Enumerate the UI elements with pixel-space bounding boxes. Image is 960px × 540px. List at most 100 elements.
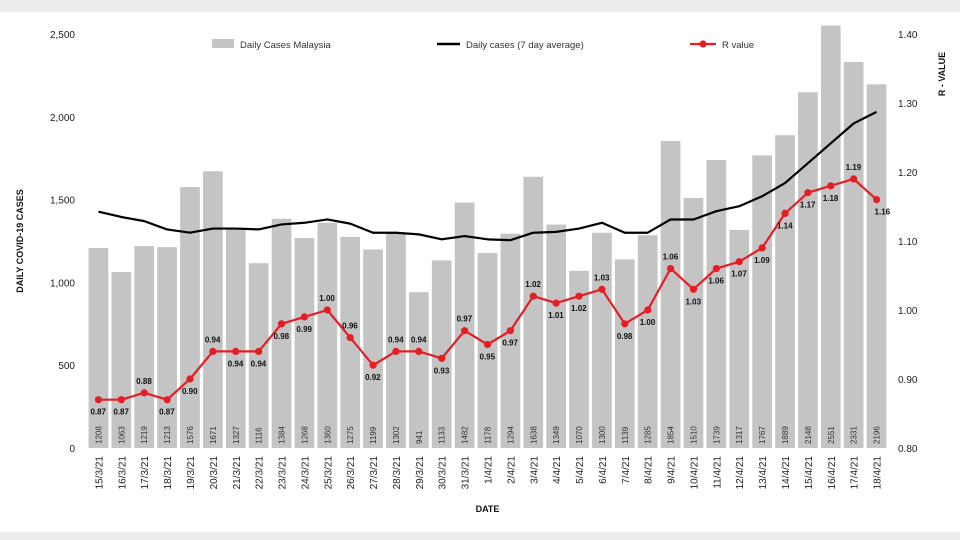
- y2-axis-title: R - VALUE: [937, 52, 947, 96]
- r-point-9: [300, 313, 309, 321]
- bar-label-5: 1671: [209, 426, 218, 444]
- bar-34: [866, 84, 887, 448]
- bar-25: [660, 140, 681, 448]
- bar-23: [614, 259, 635, 448]
- bar-33: [843, 61, 864, 449]
- bar-label-20: 1349: [552, 426, 561, 444]
- bar-label-4: 1576: [186, 426, 195, 444]
- bar-label-12: 1199: [369, 426, 378, 444]
- r-point-17: [483, 340, 492, 349]
- bar-label-33: 2331: [850, 426, 859, 444]
- r-point-18: [506, 327, 514, 335]
- r-point-27: [712, 265, 720, 273]
- y-tick-1: 500: [58, 361, 75, 372]
- bar-18: [500, 233, 521, 448]
- r-point-8: [277, 320, 286, 328]
- x-tick-6: 21/3/21: [232, 456, 243, 490]
- r-point-26: [689, 285, 698, 293]
- bar-label-21: 1070: [575, 426, 584, 444]
- r-label-2: 0.88: [136, 377, 152, 386]
- r-point-23: [621, 320, 629, 328]
- bar-24: [637, 235, 658, 448]
- legend-swatch-daily-cases: [212, 39, 234, 48]
- r-point-2: [140, 389, 148, 397]
- x-tick-15: 30/3/21: [438, 456, 449, 490]
- bar-8: [271, 218, 292, 448]
- bar-label-31: 2148: [804, 426, 813, 444]
- r-point-10: [323, 306, 331, 314]
- r-label-26: 1.03: [685, 297, 701, 306]
- x-axis-title: DATE: [476, 504, 500, 514]
- bar-label-32: 2551: [827, 426, 836, 444]
- bar-label-7: 1116: [255, 427, 264, 444]
- r-point-31: [804, 189, 812, 197]
- x-tick-2: 17/3/21: [140, 456, 151, 490]
- y2-tick-6: 1.40: [898, 30, 918, 41]
- x-tick-22: 6/4/21: [598, 456, 609, 484]
- legend-marker-r-value: [699, 40, 707, 48]
- r-label-9: 0.99: [296, 325, 312, 334]
- r-point-28: [735, 258, 743, 266]
- r-point-22: [598, 285, 606, 293]
- x-tick-8: 23/3/21: [278, 456, 289, 490]
- cases-and-r-value-chart: 1208 1063 1219 1213 1576 1671 1327 1116 1384 1268…: [15, 25, 947, 514]
- r-point-0: [94, 396, 103, 404]
- r-point-5: [209, 347, 217, 355]
- bar-29: [752, 155, 772, 448]
- y-axis-title: DAILY COVID-19 CASES: [15, 189, 25, 293]
- x-tick-18: 2/4/21: [506, 456, 517, 484]
- bar-label-8: 1384: [278, 426, 287, 444]
- bar-label-18: 1294: [506, 426, 515, 444]
- r-label-14: 0.94: [411, 335, 427, 344]
- y-tick-4: 2,000: [50, 113, 75, 124]
- r-point-1: [117, 396, 125, 404]
- bar-label-24: 1285: [644, 426, 653, 444]
- r-point-29: [758, 244, 766, 252]
- bar-6: [225, 228, 246, 448]
- bar-3: [157, 247, 177, 448]
- y2-tick-0: 0.80: [898, 444, 918, 455]
- x-tick-5: 20/3/21: [209, 456, 220, 490]
- r-point-4: [186, 375, 194, 383]
- bar-10: [317, 222, 338, 448]
- r-point-34: [872, 196, 881, 204]
- y2-tick-4: 1.20: [898, 168, 918, 179]
- r-point-25: [666, 265, 675, 273]
- x-tick-11: 26/3/21: [346, 456, 357, 490]
- x-tick-29: 13/4/21: [758, 456, 769, 490]
- y-tick-2: 1,000: [50, 278, 75, 289]
- y2-tick-2: 1.00: [898, 306, 918, 317]
- x-tick-17: 1/4/21: [484, 456, 495, 484]
- x-tick-27: 11/4/21: [712, 456, 723, 489]
- x-tick-34: 18/4/21: [873, 456, 884, 490]
- x-tick-19: 3/4/21: [529, 456, 540, 484]
- r-label-34: 1.16: [875, 208, 891, 217]
- r-label-13: 0.94: [388, 335, 404, 344]
- bar-label-9: 1268: [300, 426, 309, 444]
- bar-14: [409, 292, 429, 448]
- r-point-11: [346, 334, 354, 342]
- bar-label-19: 1638: [529, 426, 538, 444]
- x-tick-23: 7/4/21: [621, 456, 632, 484]
- x-tick-31: 15/4/21: [804, 456, 815, 490]
- x-tick-3: 18/3/21: [163, 456, 174, 490]
- bar-label-11: 1275: [346, 426, 355, 444]
- bar-4: [180, 187, 200, 448]
- bar-12: [363, 249, 383, 448]
- bar-11: [340, 236, 361, 448]
- x-tick-12: 27/3/21: [369, 456, 380, 490]
- r-point-7: [255, 347, 263, 355]
- x-tick-0: 15/3/21: [94, 456, 105, 490]
- bar-13: [386, 232, 406, 448]
- r-label-21: 1.02: [571, 304, 587, 313]
- bar-label-13: 1302: [392, 426, 401, 444]
- bar-label-1: 1063: [117, 426, 126, 444]
- bar-label-3: 1213: [163, 426, 172, 444]
- bar-label-28: 1317: [735, 426, 744, 444]
- bar-1: [111, 271, 132, 448]
- r-point-20: [552, 299, 560, 307]
- bar-22: [592, 232, 612, 448]
- x-tick-33: 17/4/21: [850, 456, 861, 490]
- x-tick-25: 9/4/21: [667, 456, 678, 484]
- bar-label-16: 1482: [461, 426, 470, 444]
